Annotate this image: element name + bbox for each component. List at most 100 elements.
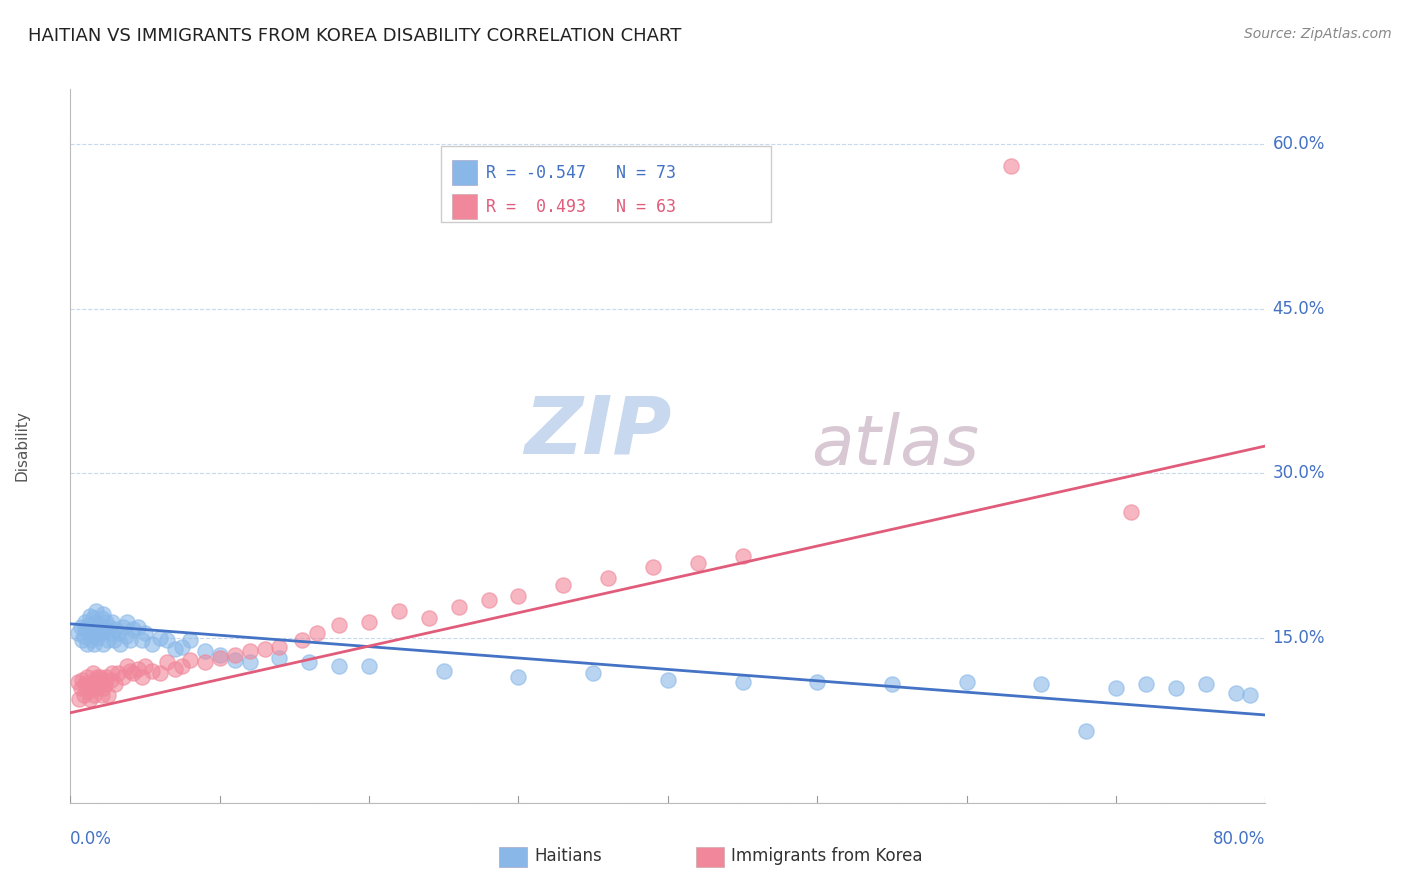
Point — [93, 623, 115, 637]
Point — [84, 604, 107, 618]
Point — [73, 688, 96, 702]
Point — [194, 655, 217, 669]
Point — [122, 666, 145, 681]
Point — [1135, 677, 1157, 691]
Point — [104, 677, 127, 691]
Point — [1164, 681, 1187, 695]
Point — [141, 637, 163, 651]
Text: 45.0%: 45.0% — [1272, 300, 1324, 318]
Text: 30.0%: 30.0% — [1272, 465, 1324, 483]
Point — [66, 675, 89, 690]
Point — [598, 571, 620, 585]
Point — [418, 611, 440, 625]
Point — [75, 615, 97, 629]
Point — [120, 664, 141, 678]
Point — [83, 688, 105, 702]
Text: Disability: Disability — [15, 410, 30, 482]
Point — [1031, 677, 1053, 691]
Point — [131, 669, 153, 683]
Point — [103, 633, 125, 648]
Point — [806, 675, 828, 690]
Point — [77, 618, 100, 632]
Point — [76, 669, 98, 683]
Point — [359, 658, 381, 673]
Point — [582, 666, 605, 681]
Point — [239, 655, 262, 669]
Point — [508, 669, 530, 683]
Point — [86, 681, 108, 695]
Point — [98, 620, 121, 634]
Point — [478, 592, 501, 607]
Point — [641, 559, 664, 574]
Point — [224, 648, 246, 662]
Point — [1195, 677, 1218, 691]
Point — [66, 625, 89, 640]
Point — [134, 658, 156, 673]
Point — [224, 653, 246, 667]
Point — [163, 662, 186, 676]
Point — [87, 677, 110, 691]
Point — [328, 618, 350, 632]
Point — [100, 625, 122, 640]
Text: 15.0%: 15.0% — [1272, 629, 1324, 647]
Point — [82, 611, 104, 625]
Point — [91, 607, 114, 621]
Point — [120, 633, 141, 648]
Point — [108, 637, 131, 651]
Point — [80, 633, 103, 648]
Point — [156, 633, 179, 648]
Point — [172, 658, 194, 673]
Point — [1225, 686, 1247, 700]
Point — [69, 620, 91, 634]
Point — [100, 673, 122, 687]
Point — [89, 669, 111, 683]
Point — [269, 640, 291, 654]
Point — [86, 620, 108, 634]
Point — [359, 615, 381, 629]
Point — [657, 673, 679, 687]
Point — [70, 673, 93, 687]
Point — [75, 677, 97, 691]
Point — [91, 637, 114, 651]
Point — [179, 653, 201, 667]
Point — [82, 681, 104, 695]
Text: Source: ZipAtlas.com: Source: ZipAtlas.com — [1244, 27, 1392, 41]
Point — [84, 673, 107, 687]
Point — [70, 633, 93, 648]
Text: 60.0%: 60.0% — [1272, 135, 1324, 153]
Point — [127, 620, 149, 634]
Point — [82, 629, 104, 643]
Point — [131, 633, 153, 648]
Point — [79, 625, 101, 640]
Point — [91, 681, 114, 695]
Point — [90, 611, 112, 625]
Point — [1119, 505, 1142, 519]
Point — [89, 625, 111, 640]
Point — [508, 590, 530, 604]
Point — [956, 675, 979, 690]
Point — [101, 666, 124, 681]
Point — [194, 644, 217, 658]
Point — [76, 637, 98, 651]
Point — [127, 662, 149, 676]
Point — [101, 615, 124, 629]
Point — [163, 642, 186, 657]
Point — [686, 557, 709, 571]
Point — [77, 683, 100, 698]
Point — [149, 666, 172, 681]
Point — [156, 655, 179, 669]
Point — [433, 664, 456, 678]
Point — [731, 549, 754, 563]
Point — [97, 688, 120, 702]
Point — [111, 620, 134, 634]
Text: HAITIAN VS IMMIGRANTS FROM KOREA DISABILITY CORRELATION CHART: HAITIAN VS IMMIGRANTS FROM KOREA DISABIL… — [28, 27, 682, 45]
Point — [880, 677, 903, 691]
Point — [1105, 681, 1128, 695]
Point — [149, 631, 172, 645]
Point — [328, 658, 350, 673]
Point — [269, 651, 291, 665]
Point — [84, 615, 107, 629]
Point — [239, 644, 262, 658]
Point — [141, 664, 163, 678]
Point — [79, 691, 101, 706]
